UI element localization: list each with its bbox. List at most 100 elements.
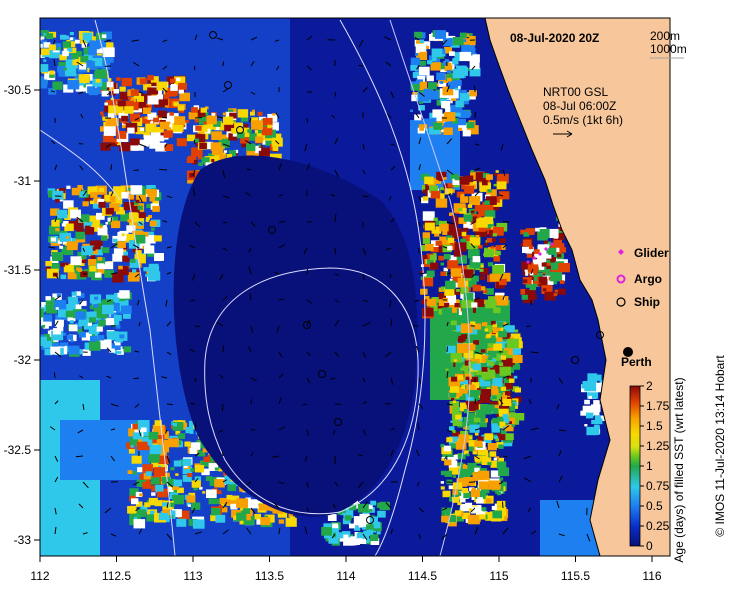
current-arrow <box>446 138 453 145</box>
sst-cell <box>237 109 249 118</box>
sst-cell <box>455 441 467 450</box>
current-arrow <box>133 481 140 486</box>
sst-cell <box>127 470 133 474</box>
sst-cell <box>216 490 222 495</box>
sst-cell <box>79 64 87 70</box>
current-arrow <box>474 455 480 460</box>
colorbar-tick-label: 1 <box>646 459 653 473</box>
sst-cell <box>412 72 421 79</box>
sst-cell <box>119 290 130 299</box>
sst-cell <box>57 307 70 318</box>
current-arrow <box>135 507 140 512</box>
current-arrow <box>166 271 172 275</box>
current-arrow <box>166 455 171 464</box>
sst-cell <box>592 375 596 379</box>
current-arrow <box>110 455 116 462</box>
sst-cell <box>76 267 82 272</box>
sst-cell <box>457 278 470 288</box>
current-arrow <box>330 377 336 380</box>
current-arrow <box>50 140 56 145</box>
sst-cell <box>230 503 238 510</box>
current-arrow <box>190 299 196 302</box>
current-arrow <box>76 61 84 67</box>
sst-cell <box>490 460 500 468</box>
sst-cell <box>129 113 141 122</box>
sst-cell <box>452 512 465 522</box>
current-arrow <box>303 247 308 255</box>
current-arrow <box>302 403 308 406</box>
sst-cell <box>215 498 222 505</box>
sst-cell <box>127 194 135 200</box>
sst-cell <box>56 293 61 297</box>
sst-cell <box>119 86 126 92</box>
current-arrow <box>498 194 504 197</box>
sst-cell <box>356 538 363 543</box>
sst-cell <box>550 271 563 282</box>
sst-cell <box>40 79 48 89</box>
sst-cell <box>468 33 473 37</box>
current-arrow <box>162 39 168 43</box>
sst-cell <box>242 508 250 514</box>
current-arrow <box>54 273 59 279</box>
sst-cell <box>482 180 488 186</box>
current-arrow <box>446 403 453 406</box>
sst-cell <box>230 495 240 503</box>
sst-cell <box>454 510 462 516</box>
sst-cell <box>520 243 524 247</box>
sst-cell <box>64 243 68 246</box>
current-arrow <box>104 39 112 43</box>
sst-cell <box>506 352 518 362</box>
credit-text: © IMOS 11-Jul-2020 13:14 Hobart <box>713 355 727 537</box>
current-arrow <box>164 143 168 148</box>
sst-cell <box>479 230 488 237</box>
sst-cell <box>484 433 494 441</box>
sst-cell <box>492 205 499 211</box>
current-arrow <box>134 117 140 121</box>
sst-cell <box>88 215 101 226</box>
sst-cell <box>466 264 475 272</box>
current-arrow <box>194 531 202 535</box>
current-arrow <box>194 34 198 41</box>
sst-cell <box>66 241 78 251</box>
sst-cell <box>452 275 461 283</box>
sst-cell <box>410 57 420 65</box>
sst-cell <box>461 385 467 390</box>
sst-cell <box>247 129 252 133</box>
sst-cell <box>142 243 146 246</box>
current-arrow <box>82 39 87 48</box>
sst-cell <box>172 494 184 505</box>
sst-cell <box>461 231 467 236</box>
sst-cell <box>163 130 173 138</box>
sst-cell <box>147 119 151 122</box>
current-scale-arrow <box>553 130 573 138</box>
sst-cell <box>465 394 474 401</box>
sst-cell <box>138 428 150 438</box>
sst-cell <box>545 272 553 279</box>
current-arrow <box>471 273 476 278</box>
current-arrow <box>192 169 196 177</box>
current-arrow <box>474 399 477 405</box>
sst-cell <box>65 310 75 318</box>
sst-cell <box>115 336 123 343</box>
sst-cell <box>487 343 493 348</box>
sst-cell <box>492 395 497 400</box>
sst-cell <box>372 521 381 529</box>
sst-cell <box>468 376 478 385</box>
current-arrow <box>162 117 168 119</box>
sst-cell <box>432 226 442 234</box>
sst-cell <box>432 121 437 125</box>
sst-cell <box>435 220 442 226</box>
sst-cell <box>132 471 137 475</box>
sst-cell <box>482 322 488 327</box>
sst-cell <box>459 207 467 214</box>
current-arrow <box>166 195 173 199</box>
sst-cell <box>195 125 202 131</box>
sst-cell <box>97 267 105 274</box>
sst-cell <box>460 93 470 101</box>
sst-cell <box>474 354 486 363</box>
sst-cell <box>89 200 95 205</box>
sst-cell <box>467 68 471 71</box>
sst-cell <box>487 262 494 267</box>
sst-cell <box>436 72 446 80</box>
current-arrow <box>558 429 566 432</box>
